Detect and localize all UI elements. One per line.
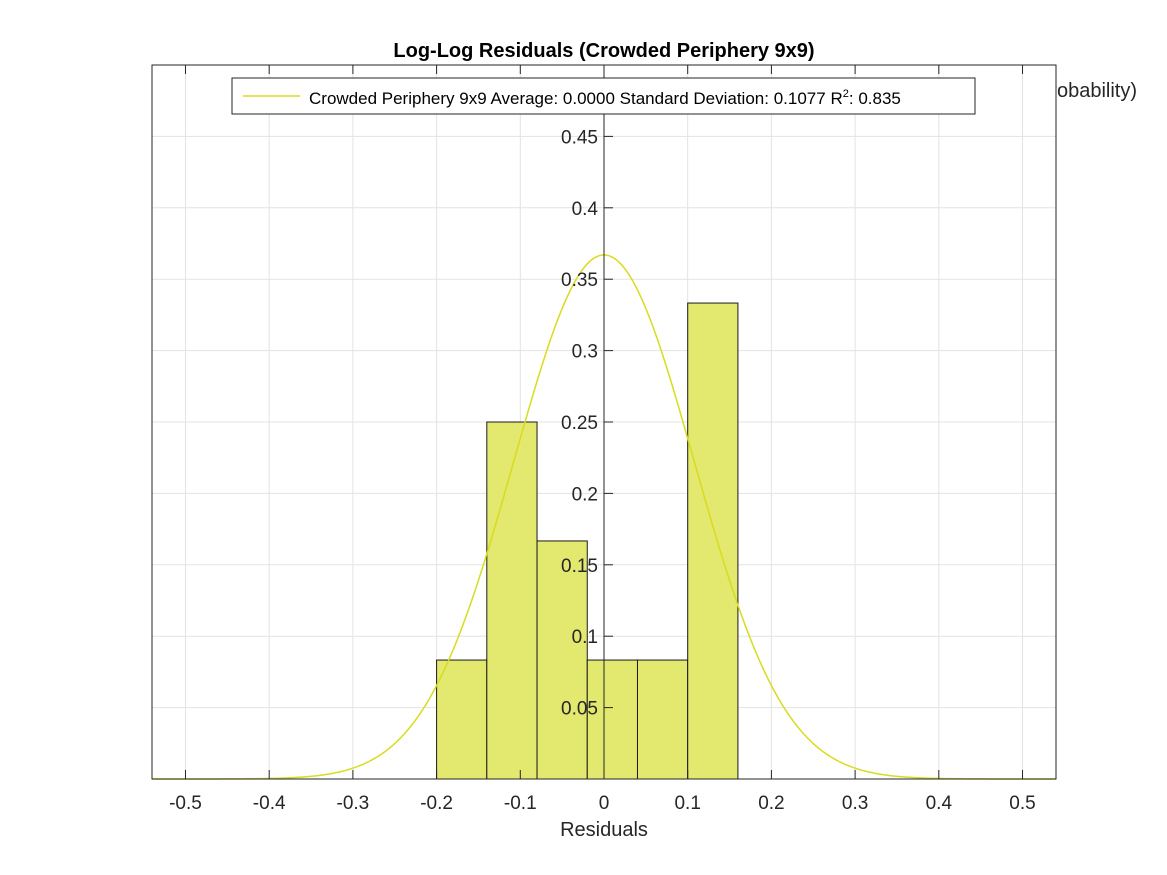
histogram-bar — [687, 302, 739, 780]
y-tick-label: 0.05 — [561, 699, 598, 720]
legend-average-value: 0.0000 — [563, 89, 615, 108]
x-tick-label: 0.1 — [674, 793, 700, 814]
x-tick-label: 0.3 — [842, 793, 868, 814]
legend-r2-value: 0.835 — [858, 89, 901, 108]
x-axis-label: Residuals — [560, 819, 648, 841]
x-tick-label: -0.2 — [420, 793, 453, 814]
x-tick-label: -0.1 — [504, 793, 537, 814]
x-tick-label: -0.4 — [253, 793, 286, 814]
legend-std-label: Standard Deviation: — [620, 89, 769, 108]
y-tick-label: 0.45 — [561, 127, 598, 148]
histogram-bar — [486, 421, 538, 780]
x-tick-label: -0.3 — [337, 793, 370, 814]
legend-r2-separator: : — [849, 89, 854, 108]
histogram-bars — [436, 302, 739, 780]
y-tick-label: 0.1 — [572, 627, 598, 648]
y-tick-label: 0.25 — [561, 413, 598, 434]
histogram-bar — [436, 659, 488, 780]
x-axis: -0.5 -0.4 -0.3 -0.2 -0.1 0 0.1 0.2 0.3 0.4 0.5 — [169, 65, 1036, 814]
legend-box — [231, 77, 976, 115]
y-tick-label: 0.35 — [561, 270, 598, 291]
legend-r2-label: R — [830, 89, 842, 108]
legend-entry: Crowded Periphery 9x9 Average: 0.0000 St… — [309, 88, 901, 108]
legend-r2-superscript: 2 — [843, 88, 849, 100]
chart-title: Log-Log Residuals (Crowded Periphery 9x9… — [393, 40, 814, 62]
y-tick-label: 0.3 — [572, 342, 598, 363]
y-tick-label: 0.4 — [572, 199, 599, 220]
legend: Crowded Periphery 9x9 Average: 0.0000 St… — [231, 77, 976, 115]
plot-area: 0.050.10.150.20.250.30.350.40.45 -0.5 -0.… — [151, 64, 1057, 814]
legend-average-label: Average: — [490, 89, 558, 108]
histogram-bar — [536, 540, 588, 780]
histogram-bar — [636, 659, 689, 780]
x-tick-label: 0 — [599, 793, 610, 814]
legend-std-value: 0.1077 — [774, 89, 826, 108]
y-tick-label: 0.2 — [572, 484, 598, 505]
legend-series-name: Crowded Periphery 9x9 — [309, 89, 487, 108]
x-tick-label: -0.5 — [169, 793, 202, 814]
x-tick-label: 0.4 — [926, 793, 953, 814]
y-tick-label: 0.15 — [561, 556, 598, 577]
y-axis: 0.05 0.1 0.15 0.2 0.25 0.3 0.35 0.4 0.45 — [561, 65, 613, 779]
x-tick-label: 0.5 — [1009, 793, 1035, 814]
x-tick-label: 0.2 — [758, 793, 784, 814]
